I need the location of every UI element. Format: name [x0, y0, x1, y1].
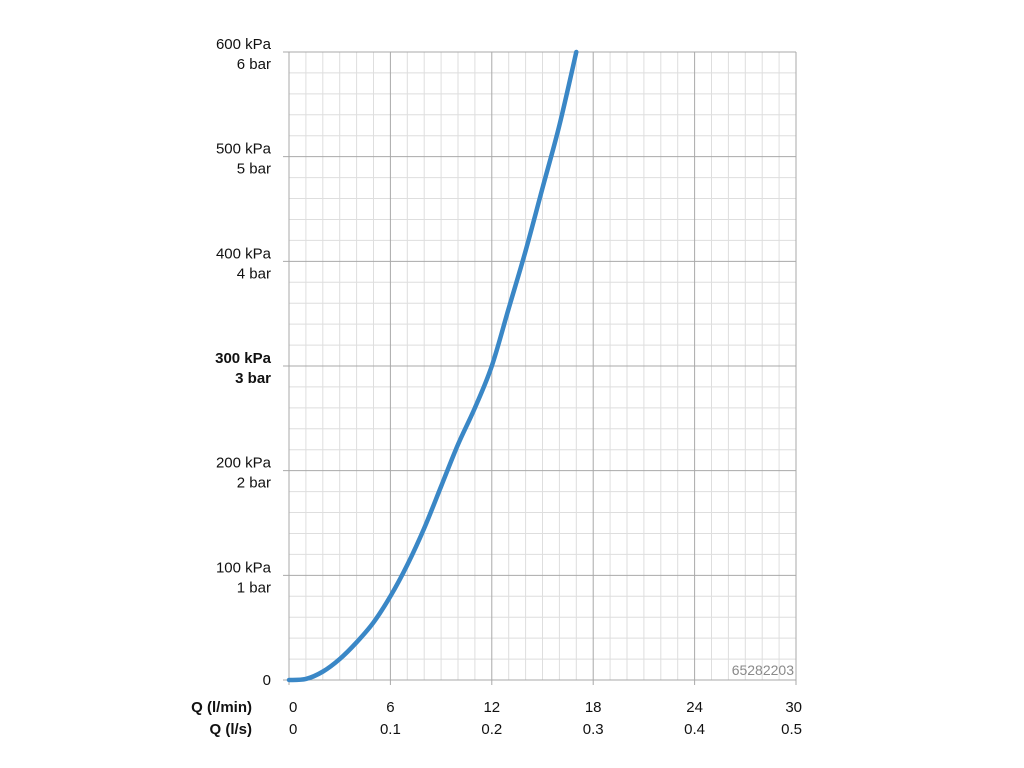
- y-tick-label-kpa: 500 kPa: [216, 141, 272, 158]
- chart-id-label: 65282203: [732, 662, 795, 678]
- pressure-curve-line: [286, 49, 579, 683]
- x-tick-label: 24: [686, 699, 703, 716]
- x-tick-label: 0: [289, 699, 297, 716]
- x-tick-label: 0.1: [380, 721, 401, 738]
- y-tick-label-kpa: 300 kPa: [215, 350, 272, 367]
- y-tick-label-kpa: 200 kPa: [216, 455, 272, 472]
- y-tick-label-kpa: 400 kPa: [216, 245, 272, 262]
- x-tick-label: 0.2: [481, 721, 502, 738]
- y-tick-label-bar: 4 bar: [237, 265, 271, 282]
- y-tick-label-bar: 3 bar: [235, 370, 271, 387]
- y-tick-label-bar: 2 bar: [237, 475, 271, 492]
- y-tick-label-bar: 6 bar: [237, 56, 271, 73]
- y-axis-labels: 0 100 kPa 1 bar 200 kPa 2 bar 300 kPa 3 bar 400…: [215, 36, 272, 689]
- x-tick-label: 0.3: [583, 721, 604, 738]
- x-tick-label: 6: [386, 699, 394, 716]
- x-tick-label: 30: [785, 699, 802, 716]
- x-tick-label: 0.4: [684, 721, 705, 738]
- x-tick-label: 18: [585, 699, 602, 716]
- x-axis-labels: Q (l/min) 0 6 12 18 24 30 Q (l/s) 0 0.1 0.2 0.3 0.4 0…: [191, 699, 802, 738]
- y-tick-label-kpa: 100 kPa: [216, 559, 272, 576]
- major-grid: [283, 51, 797, 685]
- y-tick-label-kpa: 600 kPa: [216, 36, 272, 53]
- y-tick-label-bar: 1 bar: [237, 579, 271, 596]
- y-tick-label-kpa: 0: [263, 672, 271, 689]
- series-group: [286, 49, 579, 683]
- y-tick-label-bar: 5 bar: [237, 161, 271, 178]
- x-tick-label: 0.5: [781, 721, 802, 738]
- x-axis-title: Q (l/s): [209, 721, 252, 738]
- x-tick-label: 0: [289, 721, 297, 738]
- x-tick-label: 12: [483, 699, 500, 716]
- x-axis-title: Q (l/min): [191, 699, 252, 716]
